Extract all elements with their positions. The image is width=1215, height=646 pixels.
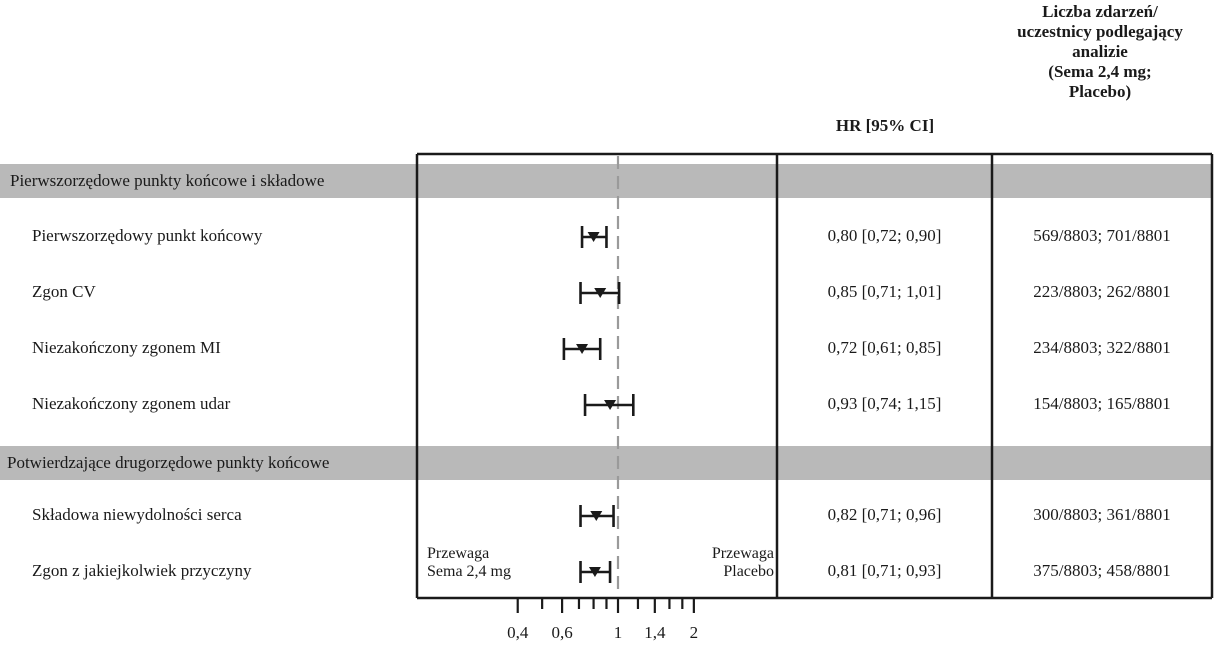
section-title: Pierwszorzędowe punkty końcowe i składow… [10, 171, 325, 190]
hr-value: 0,82 [0,71; 0,96] [827, 505, 942, 524]
hr-point [594, 288, 607, 298]
favors-sema-line-1: Przewaga [427, 545, 490, 562]
events-value: 375/8803; 458/8801 [1033, 561, 1171, 580]
events-value: 223/8803; 262/8801 [1033, 282, 1171, 301]
events-value: 569/8803; 701/8801 [1033, 226, 1171, 245]
hr-value: 0,80 [0,72; 0,90] [827, 226, 942, 245]
events-header-line: Placebo) [1068, 82, 1132, 101]
hr-value: 0,93 [0,74; 1,15] [827, 394, 942, 413]
events-header-line: uczestnicy podlegający [1017, 22, 1183, 41]
hr-value: 0,85 [0,71; 1,01] [827, 282, 942, 301]
hr-point [604, 400, 617, 410]
row-label: Składowa niewydolności serca [32, 505, 242, 524]
events-value: 300/8803; 361/8801 [1033, 505, 1171, 524]
favors-sema-line-2: Sema 2,4 mg [427, 563, 511, 580]
tick-label: 1,4 [644, 623, 666, 642]
events-header-line: (Sema 2,4 mg; [1048, 62, 1152, 81]
row-label: Zgon z jakiejkolwiek przyczyny [32, 561, 252, 580]
row-label: Pierwszorzędowy punkt końcowy [32, 226, 263, 245]
events-header-line: Liczba zdarzeń/ [1042, 2, 1158, 21]
section-band [0, 164, 1212, 198]
events-value: 154/8803; 165/8801 [1033, 394, 1171, 413]
tick-label: 0,6 [551, 623, 572, 642]
hr-value: 0,81 [0,71; 0,93] [827, 561, 942, 580]
favors-placebo-label: Przewaga Placebo [686, 545, 774, 581]
favors-sema-label: Przewaga Sema 2,4 mg [427, 545, 511, 581]
hr-point [576, 344, 589, 354]
hr-point [590, 511, 603, 521]
favors-placebo-line-2: Placebo [723, 563, 774, 580]
hr-point [587, 232, 600, 242]
row-label: Niezakończony zgonem MI [32, 338, 221, 357]
tick-label: 0,4 [507, 623, 529, 642]
events-column-header: Liczba zdarzeń/uczestnicy podlegający ana… [980, 2, 1215, 102]
hr-column-header: HR [95% CI] [835, 116, 935, 135]
events-value: 234/8803; 322/8801 [1033, 338, 1171, 357]
favors-placebo-line-1: Przewaga [711, 545, 774, 562]
tick-label: 2 [690, 623, 699, 642]
section-band [0, 446, 1212, 480]
row-label: Niezakończony zgonem udar [32, 394, 231, 413]
events-header-line: analizie [1072, 42, 1128, 61]
section-title: Potwierdzające drugorzędowe punkty końco… [7, 453, 330, 472]
row-label: Zgon CV [32, 282, 96, 301]
tick-label: 1 [614, 623, 623, 642]
hr-point [588, 567, 601, 577]
hr-value: 0,72 [0,61; 0,85] [827, 338, 942, 357]
